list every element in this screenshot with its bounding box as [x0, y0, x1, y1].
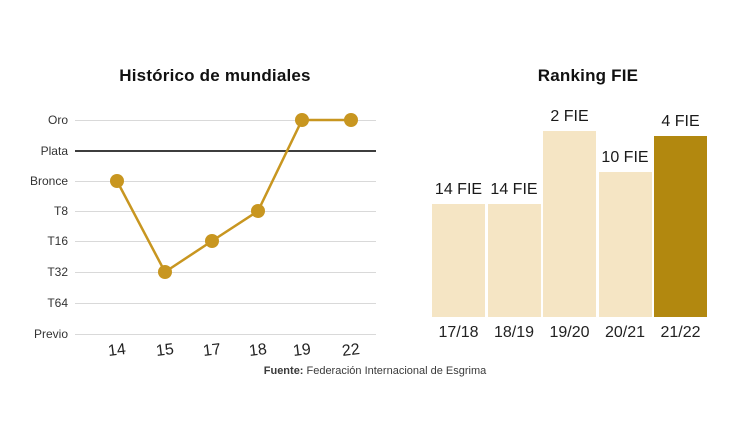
source-label: Fuente:: [263, 365, 304, 377]
y-axis-label: Plata: [40, 144, 68, 158]
bar-category-label: 19/20: [549, 324, 590, 341]
x-axis-label: 14: [107, 340, 127, 361]
x-axis-label: 19: [292, 340, 312, 361]
bar-value-label: 4 FIE: [661, 113, 700, 130]
bar: [487, 204, 541, 317]
bar: [432, 204, 485, 317]
gridline: [75, 272, 376, 273]
bar-highlighted: [654, 136, 707, 317]
y-axis-label: T8: [53, 204, 68, 218]
y-axis-label: Bronce: [29, 174, 68, 188]
gridline: [75, 211, 376, 212]
y-axis-label: T16: [47, 234, 68, 248]
bar-value-label: 2 FIE: [550, 108, 589, 125]
x-axis-label: 17: [202, 340, 222, 361]
bar-category-label: 18/19: [493, 324, 535, 341]
bar-category-label: 17/18: [438, 324, 479, 341]
bar-value-label: 10 FIE: [601, 149, 649, 166]
gridline-emphasized: [75, 150, 376, 152]
line-chart-title: Histórico de mundiales: [119, 66, 311, 85]
bar-category-label: 20/21: [604, 324, 646, 341]
x-axis-label: 22: [341, 340, 361, 361]
data-line: [115, 118, 351, 274]
bar-chart-title: Ranking FIE: [537, 66, 639, 85]
gridline: [75, 120, 376, 121]
y-axis-label: Previo: [33, 327, 68, 341]
source-note: Fuente: Federación Internacional de Esgri…: [0, 364, 750, 378]
y-axis-label: T32: [47, 265, 68, 279]
bar: [598, 172, 652, 317]
y-axis-label: T64: [47, 296, 68, 310]
bar-value-label: 14 FIE: [490, 181, 538, 198]
gridline: [75, 303, 376, 304]
x-axis-label: 15: [155, 340, 175, 361]
source-text: Federación Internacional de Esgrima: [306, 365, 487, 377]
gridline: [75, 241, 376, 242]
gridline: [75, 334, 376, 335]
x-axis-label: 18: [248, 340, 268, 361]
gridline: [75, 181, 376, 182]
y-axis-label: Oro: [47, 113, 68, 127]
bar-category-label: 21/22: [660, 324, 701, 341]
bar-value-label: 14 FIE: [434, 181, 483, 198]
bar: [543, 131, 596, 317]
